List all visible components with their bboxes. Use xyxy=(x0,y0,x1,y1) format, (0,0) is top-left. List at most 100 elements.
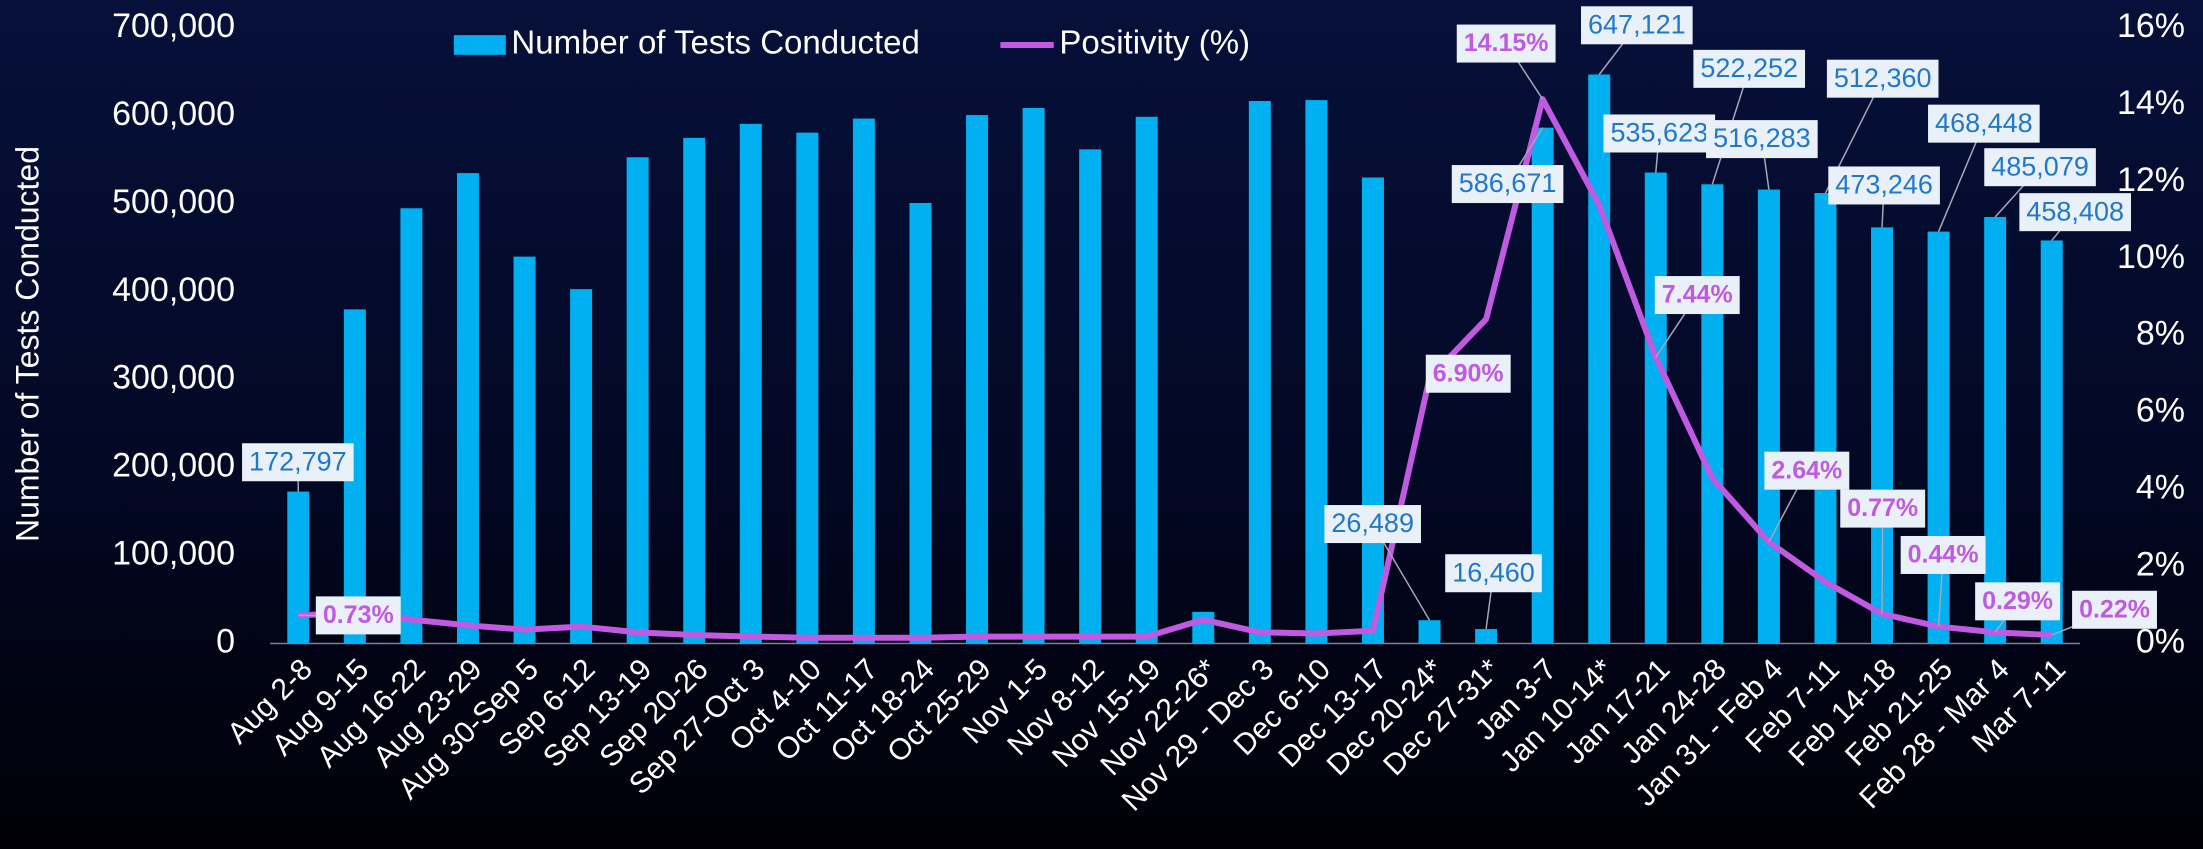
bar xyxy=(1927,231,1950,644)
y2-tick-label: 12% xyxy=(2117,161,2185,199)
data-label-box xyxy=(1324,505,1421,544)
data-label-box xyxy=(1603,114,1716,153)
bar xyxy=(456,173,479,644)
data-label-box xyxy=(1456,24,1556,63)
bar xyxy=(400,208,423,644)
bar xyxy=(1022,108,1045,644)
data-label-box xyxy=(1975,582,2061,621)
bar xyxy=(1871,227,1894,644)
data-label-text: 473,246 xyxy=(1835,170,1933,200)
bar xyxy=(513,256,536,644)
bar xyxy=(1814,192,1837,644)
data-label-text: 468,448 xyxy=(1935,108,2033,138)
data-label-box xyxy=(1445,554,1542,593)
data-label: 535,623 xyxy=(1603,114,1716,153)
bar xyxy=(909,202,932,644)
data-label-box xyxy=(1840,489,1926,528)
data-label-text: 512,360 xyxy=(1834,63,1932,93)
data-label-box xyxy=(1451,165,1564,204)
y2-tick-label: 16% xyxy=(2117,7,2185,45)
data-label-text: 586,671 xyxy=(1459,168,1557,198)
bar xyxy=(683,137,706,644)
bar xyxy=(739,123,762,644)
bar xyxy=(2040,240,2063,644)
data-label-text: 535,623 xyxy=(1611,118,1709,148)
data-label-text: 16,460 xyxy=(1452,557,1535,587)
data-label-text: 0.29% xyxy=(1982,587,2053,615)
y2-tick-label: 0% xyxy=(2136,622,2185,660)
data-label-box xyxy=(242,443,354,482)
y2-tick-label: 2% xyxy=(2136,546,2185,584)
data-label-text: 7.44% xyxy=(1662,281,1733,309)
data-label: 172,797 xyxy=(242,443,354,482)
data-label-box xyxy=(1828,166,1940,205)
data-label: 26,489 xyxy=(1324,505,1421,544)
bar xyxy=(1192,611,1215,644)
y-tick-label: 100,000 xyxy=(112,535,235,573)
bar xyxy=(343,309,366,644)
y-tick-label: 0 xyxy=(216,622,235,660)
data-label-text: 522,252 xyxy=(1700,53,1798,83)
data-label-box xyxy=(1900,535,1986,574)
data-label: 512,360 xyxy=(1826,59,1939,98)
data-label: 16,460 xyxy=(1445,554,1542,593)
y-tick-label: 200,000 xyxy=(112,447,235,485)
bar xyxy=(1701,184,1724,644)
data-label-text: 6.90% xyxy=(1433,359,1504,387)
bar xyxy=(1079,149,1102,644)
y-tick-label: 400,000 xyxy=(112,271,235,309)
data-label: 0.77% xyxy=(1840,489,1926,528)
data-label-box xyxy=(2072,590,2157,629)
y-tick-label: 300,000 xyxy=(112,359,235,397)
data-label-box xyxy=(1826,59,1939,98)
data-label-box xyxy=(315,596,401,635)
data-label: 647,121 xyxy=(1581,6,1693,45)
bar xyxy=(1757,189,1780,644)
data-label: 2.64% xyxy=(1764,451,1850,490)
data-label-text: 647,121 xyxy=(1588,9,1686,39)
bar xyxy=(1588,74,1611,644)
bar xyxy=(852,118,875,644)
data-label-text: 0.73% xyxy=(323,601,394,629)
data-label: 586,671 xyxy=(1451,165,1564,204)
bar xyxy=(1135,116,1158,644)
data-label-text: 458,408 xyxy=(2026,196,2124,226)
bar xyxy=(1475,629,1498,644)
positivity-line xyxy=(298,96,2052,641)
bar xyxy=(287,491,310,644)
data-label-box xyxy=(1425,354,1511,393)
data-label-text: 26,489 xyxy=(1331,508,1414,538)
y-tick-label: 700,000 xyxy=(112,7,235,45)
legend-label: Positivity (%) xyxy=(1059,24,1250,61)
data-label-box xyxy=(1693,49,1806,88)
data-label: 0.44% xyxy=(1900,535,1986,574)
bar xyxy=(966,115,989,644)
bar xyxy=(570,289,593,644)
y2-tick-label: 8% xyxy=(2136,315,2185,353)
data-label: 7.44% xyxy=(1654,276,1740,315)
data-label-text: 0.77% xyxy=(1847,494,1918,522)
data-label: 6.90% xyxy=(1425,354,1511,393)
data-label-text: 485,079 xyxy=(1991,151,2089,181)
y2-tick-label: 14% xyxy=(2117,84,2185,122)
bar xyxy=(1361,177,1384,644)
data-label-text: 516,283 xyxy=(1713,123,1811,153)
data-label-box xyxy=(1706,120,1818,159)
data-label: 0.29% xyxy=(1975,582,2061,621)
data-label-text: 14.15% xyxy=(1464,29,1549,57)
data-label: 516,283 xyxy=(1706,120,1818,159)
data-label: 485,079 xyxy=(1984,148,2096,187)
data-label-text: 2.64% xyxy=(1771,456,1842,484)
data-label: 473,246 xyxy=(1828,166,1940,205)
data-label-text: 0.22% xyxy=(2079,595,2150,623)
data-label-box xyxy=(1581,6,1693,45)
legend-swatch xyxy=(453,35,506,55)
data-label: 468,448 xyxy=(1928,104,2040,143)
bar xyxy=(1644,172,1667,644)
data-label-box xyxy=(1984,148,2096,187)
bar xyxy=(1418,620,1441,644)
bar xyxy=(1531,127,1554,644)
data-label: 0.22% xyxy=(2072,590,2157,629)
y2-tick-label: 4% xyxy=(2136,469,2185,507)
